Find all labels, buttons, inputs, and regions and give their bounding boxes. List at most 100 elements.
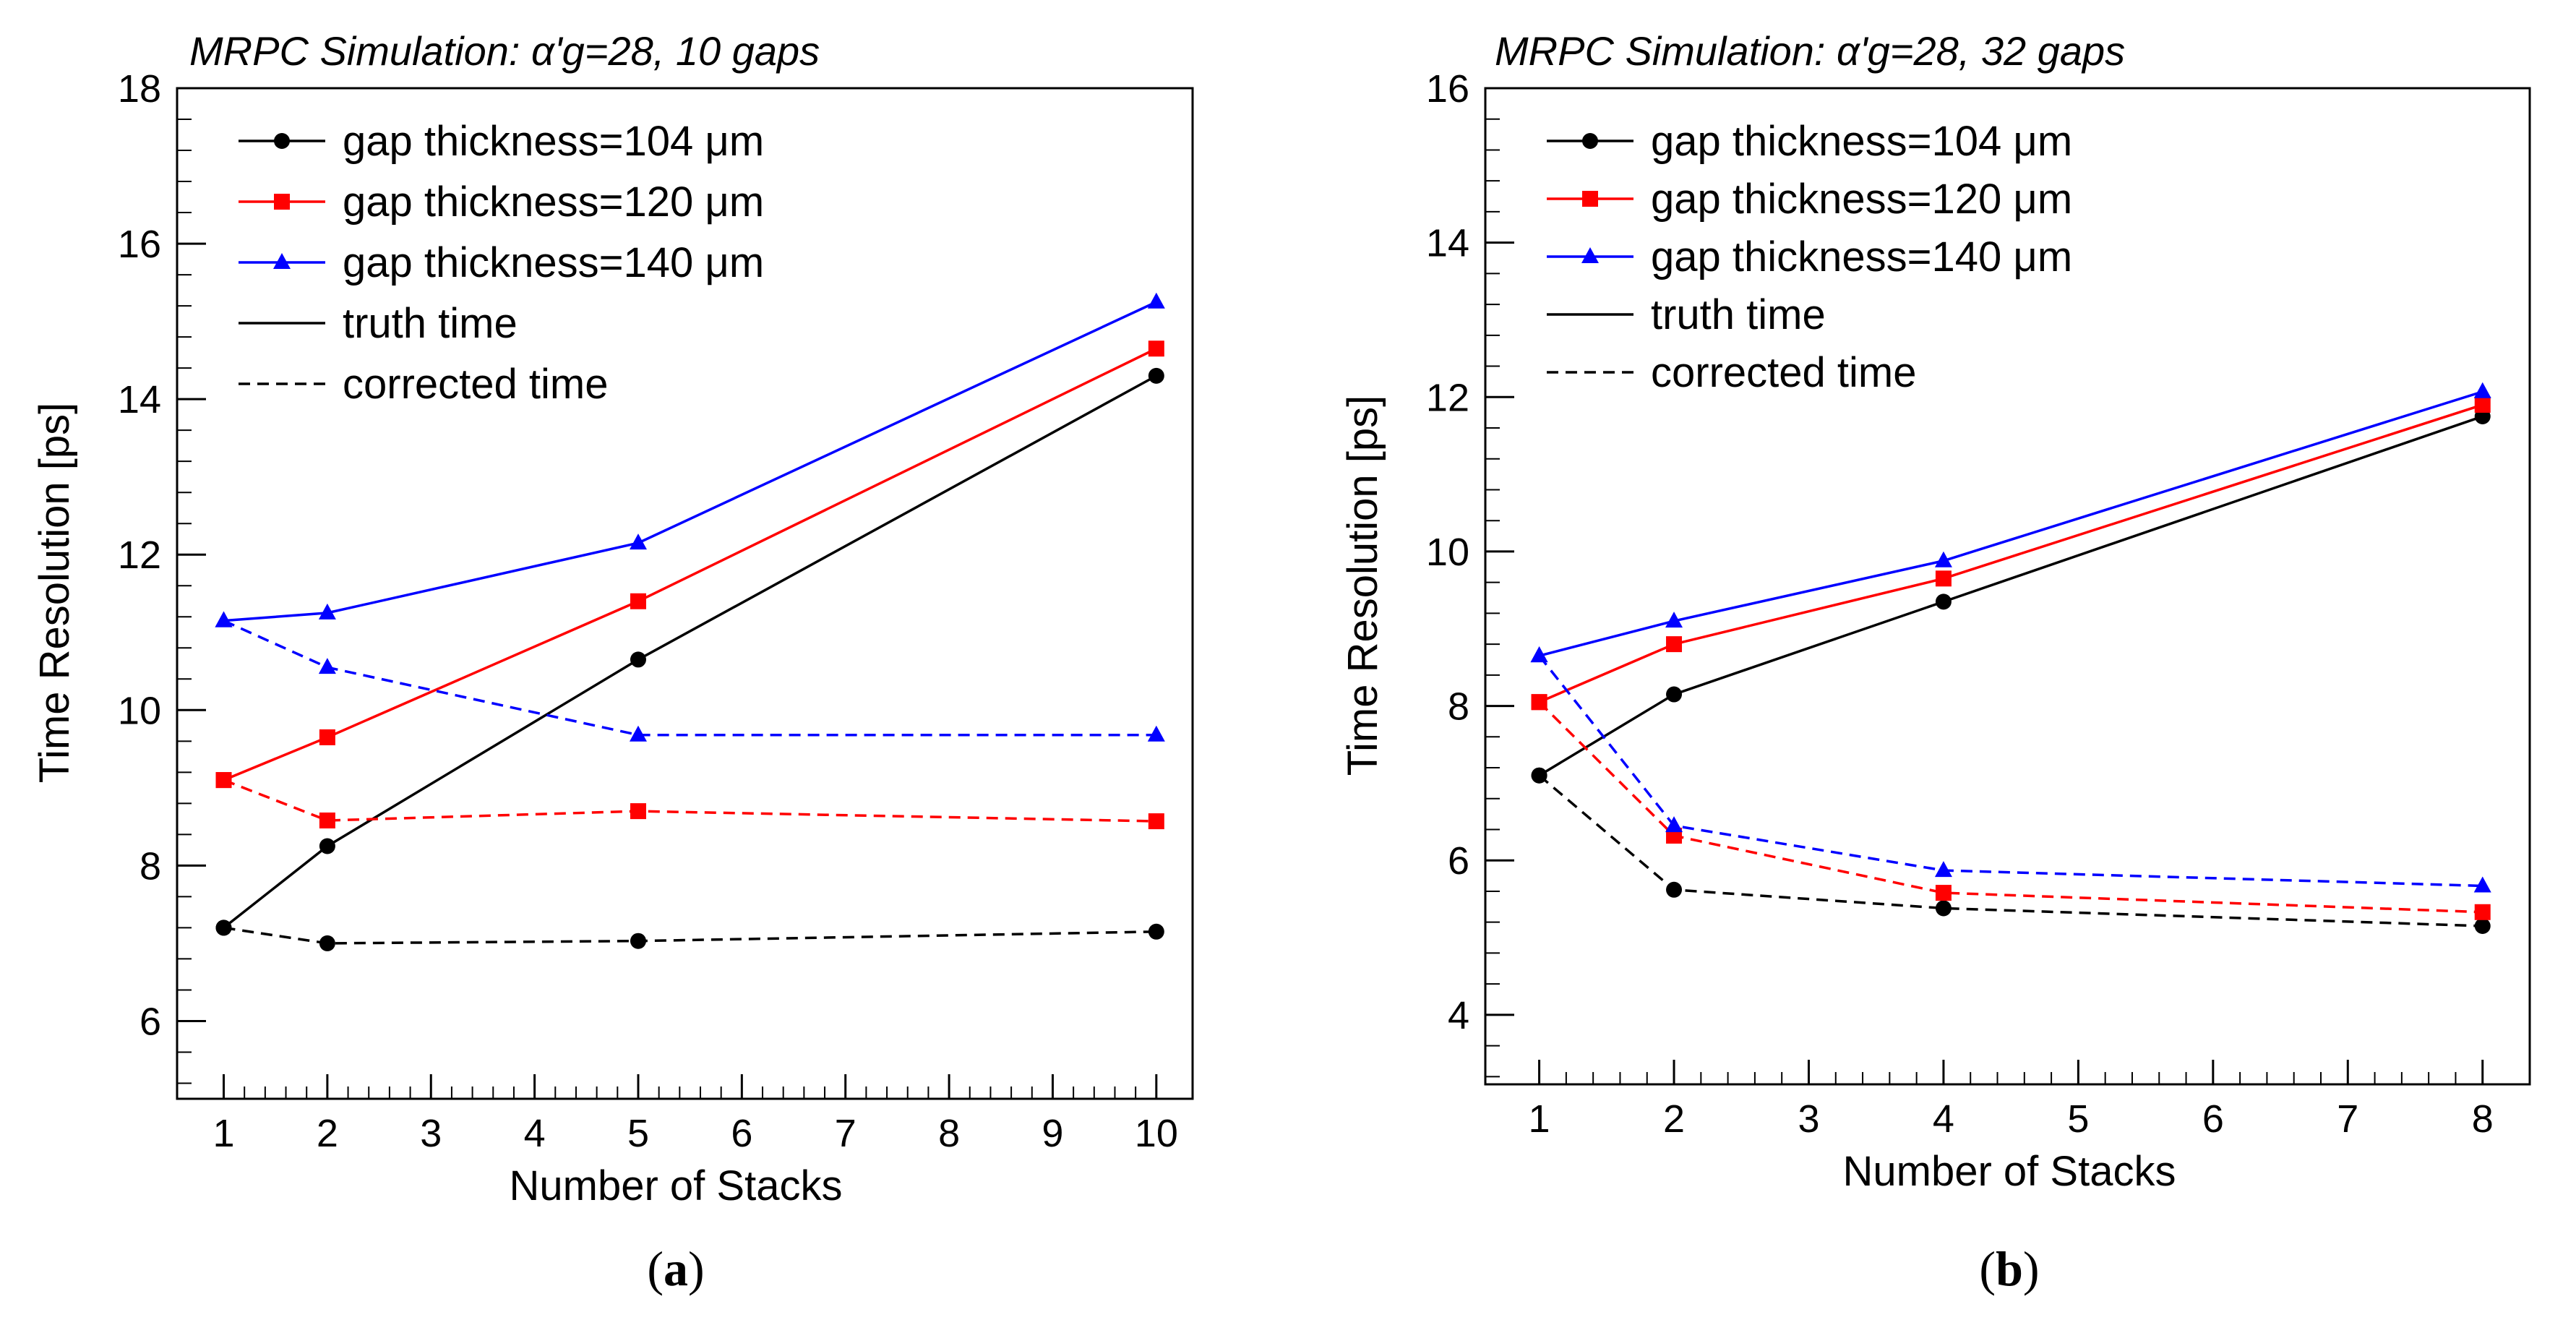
y-tick-label: 18 <box>118 67 161 111</box>
x-tick-label: 2 <box>1663 1097 1685 1141</box>
y-tick-label: 12 <box>1426 376 1469 419</box>
data-point <box>273 253 291 269</box>
series-line <box>1538 774 2483 927</box>
series-line <box>223 374 1157 929</box>
y-tick-label: 14 <box>118 378 161 421</box>
legend-label: gap thickness=104 μm <box>1651 118 2072 165</box>
y-tick-label: 8 <box>1448 685 1469 729</box>
data-point <box>1148 923 1164 940</box>
data-point <box>1531 767 1547 784</box>
legend-entry: gap thickness=140 μm <box>239 239 764 286</box>
data-point <box>318 603 336 620</box>
legend-entry: truth time <box>239 300 518 347</box>
plot-frame <box>1484 87 2531 1086</box>
x-tick-label: 2 <box>317 1112 338 1155</box>
data-point <box>1935 900 1952 917</box>
data-point <box>1665 612 1683 628</box>
y-tick-label: 14 <box>1426 222 1469 265</box>
legend-entry: gap thickness=104 μm <box>239 118 764 165</box>
series-line <box>1538 700 2483 914</box>
panel-label: a <box>664 1241 688 1296</box>
series-line <box>1539 390 2483 657</box>
series <box>215 611 1165 742</box>
data-point <box>1147 725 1165 742</box>
y-tick-label: 6 <box>1448 839 1469 883</box>
x-tick-label: 9 <box>1042 1112 1063 1155</box>
legend-label: gap thickness=140 μm <box>343 239 764 286</box>
series <box>1531 767 2491 935</box>
y-tick-label: 10 <box>1426 531 1469 574</box>
data-point <box>630 651 646 668</box>
data-point <box>2474 904 2491 920</box>
legend-label: truth time <box>1651 291 1826 338</box>
data-point <box>2473 382 2491 398</box>
series-line <box>223 347 1157 781</box>
plot-frame <box>176 87 1194 1100</box>
data-point <box>1935 570 1952 587</box>
x-tick-label: 10 <box>1135 1112 1178 1155</box>
data-point <box>630 593 646 609</box>
data-point <box>215 920 232 936</box>
panel-caption: (a) <box>647 1241 704 1296</box>
data-point <box>1935 593 1952 610</box>
data-point <box>1934 551 1952 567</box>
legend-entry: truth time <box>1547 291 1826 338</box>
x-tick-label: 3 <box>1798 1097 1819 1141</box>
x-tick-label: 6 <box>2202 1097 2224 1141</box>
x-axis-label: Number of Stacks <box>510 1162 843 1209</box>
panel-label: b <box>1996 1241 2023 1296</box>
y-tick-label: 16 <box>118 223 161 266</box>
x-tick-label: 5 <box>627 1112 649 1155</box>
series-line <box>223 620 1156 737</box>
x-tick-label: 8 <box>2472 1097 2494 1141</box>
data-point <box>1934 861 1952 878</box>
data-point <box>1666 636 1683 653</box>
legend-label: gap thickness=140 μm <box>1651 233 2072 280</box>
series-line <box>1538 415 2483 777</box>
data-point <box>1582 133 1598 149</box>
x-tick-label: 8 <box>938 1112 960 1155</box>
legend-label: truth time <box>343 300 518 347</box>
x-tick-label: 1 <box>212 1112 234 1155</box>
data-point <box>319 838 335 854</box>
x-tick-label: 7 <box>2337 1097 2358 1141</box>
y-axis-label: Time Resolution [ps] <box>1339 395 1386 776</box>
data-point <box>629 533 647 550</box>
legend-label: corrected time <box>1651 349 1916 396</box>
x-tick-label: 7 <box>835 1112 856 1155</box>
y-tick-label: 6 <box>139 1000 161 1043</box>
data-point <box>2474 396 2491 413</box>
data-point <box>2473 876 2491 893</box>
data-point <box>1148 340 1164 357</box>
legend-entry: corrected time <box>239 361 608 408</box>
data-point <box>2474 918 2491 935</box>
data-point <box>319 729 335 745</box>
data-point <box>1531 694 1547 711</box>
legend-entry: gap thickness=120 μm <box>1547 176 2072 223</box>
x-tick-label: 6 <box>731 1112 752 1155</box>
data-point <box>1148 813 1164 830</box>
legend-label: gap thickness=104 μm <box>343 118 764 165</box>
data-point <box>1581 247 1599 263</box>
series-group <box>1530 382 2491 935</box>
data-point <box>1582 191 1598 207</box>
legend-entry: corrected time <box>1547 349 1916 396</box>
series-line <box>1538 403 2483 703</box>
data-point <box>629 725 647 742</box>
data-point <box>1147 292 1165 309</box>
data-point <box>318 658 336 674</box>
legend-entry: gap thickness=104 μm <box>1547 118 2072 165</box>
data-point <box>630 803 646 820</box>
x-tick-label: 1 <box>1529 1097 1550 1141</box>
chart-title: MRPC Simulation: α'g=28, 32 gaps <box>1495 28 2125 74</box>
data-point <box>319 813 335 829</box>
y-tick-label: 16 <box>1426 67 1469 111</box>
x-tick-label: 4 <box>1933 1097 1954 1141</box>
y-tick-label: 12 <box>118 533 161 577</box>
series-line <box>1538 655 2483 888</box>
legend-entry: gap thickness=120 μm <box>239 179 764 226</box>
